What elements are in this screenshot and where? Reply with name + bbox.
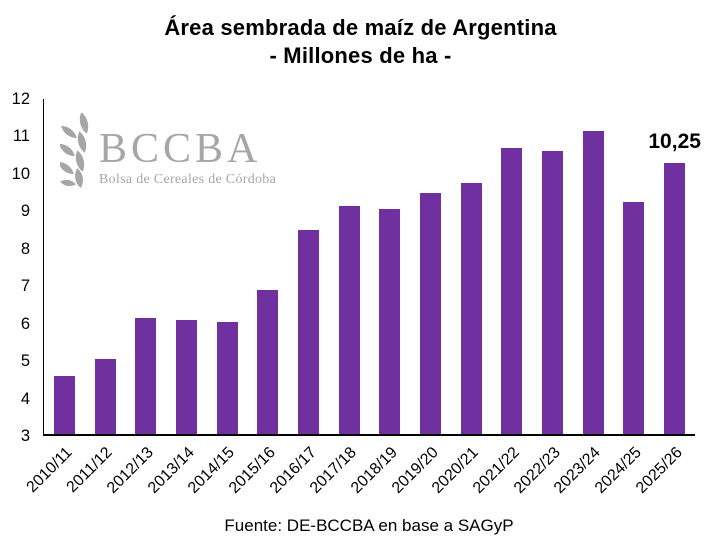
y-axis-tick-label: 10 <box>11 164 30 183</box>
bar-2016/17 <box>297 229 319 434</box>
bar-2011/12 <box>94 359 116 434</box>
bar-2020/21 <box>460 183 482 434</box>
bar-2021/22 <box>501 147 523 434</box>
bar-2015/16 <box>257 289 279 434</box>
bar-2017/18 <box>338 205 360 434</box>
chart-title: Área sembrada de maíz de Argentina - Mil… <box>0 14 721 70</box>
y-axis-tick-label: 12 <box>11 90 30 108</box>
bar-2018/19 <box>379 209 401 434</box>
bar-slot-2016/17: 2016/17 <box>267 99 329 497</box>
bar-slot-2012/13: 2012/13 <box>104 99 166 497</box>
y-axis-tick-label: 5 <box>20 352 30 371</box>
bar-value-label: 10,25 <box>648 129 701 153</box>
bar-slot-2019/20: 2019/20 <box>389 99 451 497</box>
logo-text: BCCBA Bolsa de Cereales de Córdoba <box>99 112 276 188</box>
y-axis-tick-label: 6 <box>20 314 30 333</box>
bar-2024/25 <box>623 201 645 434</box>
logo-subtitle: Bolsa de Cereales de Córdoba <box>99 172 277 187</box>
y-axis-tick-label: 4 <box>20 389 30 408</box>
bar-slot-2017/18: 2017/18 <box>307 99 370 497</box>
y-axis-tick-label: 11 <box>12 127 30 146</box>
y-axis-labels: 3 4 5 6 7 8 9 10 11 12 <box>0 90 30 445</box>
y-axis-tick-label: 8 <box>20 239 30 258</box>
source-note: Fuente: DE-BCCBA en base a SAGyP <box>224 516 514 535</box>
y-axis-tick-label: 9 <box>20 202 30 221</box>
bar-2025/26 <box>664 162 686 434</box>
bar-2014/15 <box>216 321 238 434</box>
bar-2023/24 <box>582 130 604 434</box>
bar-2012/13 <box>135 317 157 434</box>
bar-2019/20 <box>420 192 442 434</box>
bar-slot-2013/14: 2013/14 <box>145 99 207 497</box>
bar-slot-2014/15: 2014/15 <box>185 99 248 497</box>
bar-slot-2023/24: 2023/24 <box>551 99 614 497</box>
y-axis-tick-label: 3 <box>20 427 30 445</box>
bars-container: 2010/11 2011/12 2012/13 2013/14 2014/15 2015/… <box>23 99 701 497</box>
plot-area: BCCBA Bolsa de Cereales de Córdoba 2010/… <box>23 99 701 497</box>
bar-slot-2020/21: 2020/21 <box>429 99 492 497</box>
bar-slot-2010/11: 2010/11 <box>23 99 85 496</box>
wheat-spike-icon <box>60 112 89 188</box>
chart-title-line2: - Millones de ha - <box>269 43 452 68</box>
bar-slot-2025/26: 10,25 2025/26 <box>633 99 701 497</box>
bar-slot-2024/25: 2024/25 <box>592 99 655 497</box>
bar-slot-2021/22: 2021/22 <box>470 99 533 497</box>
bccba-logo: BCCBA Bolsa de Cereales de Córdoba <box>60 112 276 190</box>
bar-2022/23 <box>542 151 564 434</box>
logo-acronym: BCCBA <box>99 126 262 172</box>
bar-slot-2011/12: 2011/12 <box>64 99 126 496</box>
y-axis-tick-label: 7 <box>20 277 30 296</box>
chart-title-line1: Área sembrada de maíz de Argentina <box>164 15 557 40</box>
bar-slot-2015/16: 2015/16 <box>226 99 288 497</box>
bar-slot-2022/23: 2022/23 <box>511 99 573 497</box>
bar-2010/11 <box>53 376 75 434</box>
bar-2013/14 <box>175 319 197 434</box>
bar-slot-2018/19: 2018/19 <box>348 99 411 497</box>
